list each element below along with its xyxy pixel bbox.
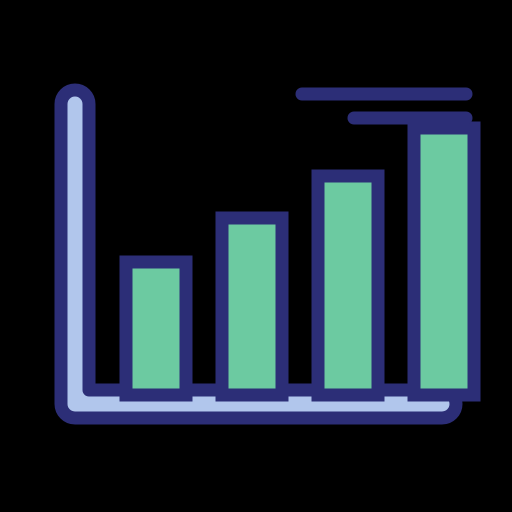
bar-chart-icon (0, 0, 512, 512)
bar-3 (318, 176, 378, 395)
bar-4 (414, 128, 474, 395)
bar-1 (126, 262, 186, 395)
bar-2 (222, 218, 282, 395)
